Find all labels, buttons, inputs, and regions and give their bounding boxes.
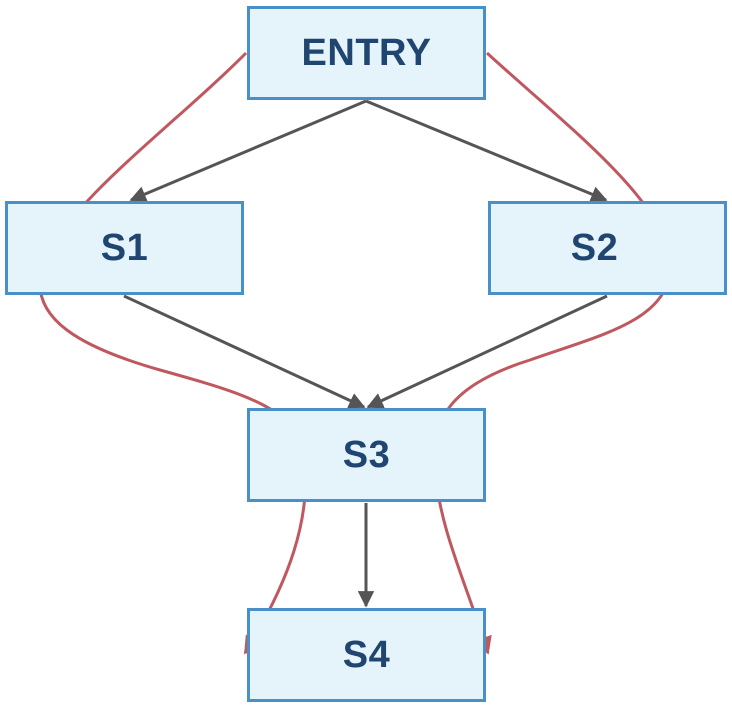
node-s3: S3	[247, 408, 486, 502]
edge-s1-s3	[123, 294, 366, 409]
node-s2: S2	[488, 201, 727, 295]
node-entry: ENTRY	[247, 6, 486, 100]
node-entry-label: ENTRY	[301, 31, 432, 74]
node-s1: S1	[5, 201, 244, 295]
node-s4-label: S4	[342, 633, 391, 676]
node-s4: S4	[247, 608, 486, 702]
path-left-entry-s4	[38, 51, 308, 655]
node-s3-label: S3	[342, 433, 391, 476]
edge-entry-s2	[365, 99, 608, 202]
path-right-entry-s4	[432, 51, 672, 655]
node-s1-label: S1	[100, 226, 149, 269]
edge-entry-s1	[129, 99, 367, 202]
node-s2-label: S2	[570, 226, 619, 269]
edge-s2-s3	[366, 294, 608, 409]
